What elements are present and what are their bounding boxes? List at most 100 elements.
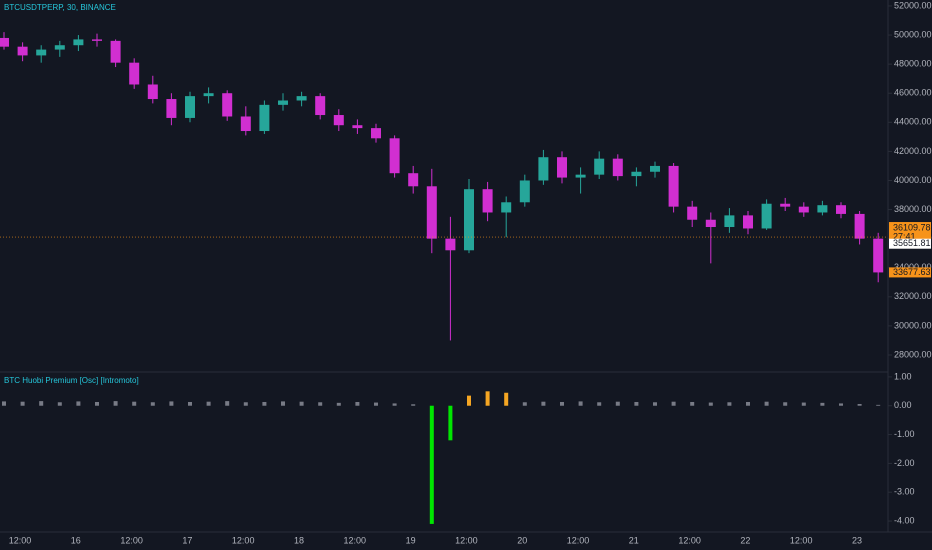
candle-body bbox=[743, 215, 753, 229]
x-tick-label: 12:00 bbox=[790, 535, 813, 545]
candle-body bbox=[724, 215, 735, 228]
candle-body bbox=[185, 96, 195, 118]
osc-bar bbox=[690, 401, 695, 406]
y-tick-label: 30000.00 bbox=[894, 320, 932, 330]
osc-bar bbox=[541, 401, 546, 406]
candle-body bbox=[612, 158, 623, 177]
candle-body bbox=[464, 189, 474, 251]
candle-body bbox=[650, 165, 660, 172]
candle-body bbox=[817, 205, 828, 213]
y-tick-label: -3.00 bbox=[894, 487, 915, 497]
x-tick-label: 12:00 bbox=[232, 535, 255, 545]
candle-body bbox=[73, 39, 84, 46]
osc-bar bbox=[839, 403, 843, 406]
candle-body bbox=[240, 116, 251, 132]
y-tick-label: -4.00 bbox=[894, 515, 915, 525]
y-tick-label: 32000.00 bbox=[894, 291, 932, 301]
osc-bar bbox=[634, 401, 639, 406]
mark-price-box bbox=[889, 238, 931, 249]
x-tick-label: 12:00 bbox=[344, 535, 367, 545]
osc-bar bbox=[746, 401, 750, 406]
osc-bar bbox=[188, 401, 192, 406]
countdown-label: 27:41 bbox=[893, 231, 916, 241]
osc-bar bbox=[504, 392, 509, 406]
osc-bar bbox=[318, 402, 323, 406]
candle-body bbox=[482, 189, 493, 213]
candle-body bbox=[129, 62, 140, 85]
osc-bar bbox=[671, 401, 676, 406]
candle-body bbox=[389, 138, 400, 174]
candle-body bbox=[557, 157, 567, 178]
osc-bar bbox=[113, 401, 118, 406]
osc-bar bbox=[578, 401, 583, 406]
candle-body bbox=[203, 93, 214, 97]
candle-body bbox=[408, 173, 419, 187]
osc-bar bbox=[429, 405, 434, 524]
osc-bar bbox=[20, 401, 25, 406]
osc-bar bbox=[355, 401, 360, 406]
osc-bar bbox=[467, 395, 471, 406]
osc-bar bbox=[392, 403, 397, 406]
osc-bar bbox=[876, 404, 881, 406]
osc-bar bbox=[857, 404, 862, 406]
last-price-box bbox=[889, 267, 931, 278]
candle-body bbox=[854, 213, 865, 239]
candle-body bbox=[278, 100, 288, 105]
osc-bar bbox=[76, 401, 81, 406]
indicator-title: BTC Huobi Premium [Osc] [Intromoto] bbox=[4, 376, 139, 385]
candle-body bbox=[780, 203, 791, 207]
candle-body bbox=[501, 202, 512, 213]
osc-bar bbox=[169, 401, 174, 406]
osc-bar bbox=[243, 402, 248, 406]
candle-body bbox=[538, 157, 549, 181]
y-tick-label: 50000.00 bbox=[894, 29, 932, 39]
x-tick-label: 16 bbox=[71, 535, 81, 545]
osc-bar bbox=[783, 402, 788, 406]
candle-body bbox=[594, 158, 605, 175]
y-tick-label: 28000.00 bbox=[894, 349, 932, 359]
osc-bar bbox=[448, 405, 453, 441]
candle-body bbox=[222, 93, 233, 117]
candle-body bbox=[333, 115, 344, 126]
y-tick-label: 1.00 bbox=[894, 371, 912, 381]
candle-body bbox=[668, 165, 679, 207]
x-tick-label: 17 bbox=[182, 535, 192, 545]
osc-bar bbox=[653, 402, 657, 406]
osc-bar bbox=[485, 391, 490, 406]
last-price-label: 33677.63 bbox=[893, 267, 931, 277]
x-tick-label: 12:00 bbox=[678, 535, 701, 545]
symbol-title: BTCUSDTPERP, 30, BINANCE bbox=[4, 3, 116, 12]
x-tick-label: 12:00 bbox=[9, 535, 32, 545]
price-label-box bbox=[889, 222, 931, 243]
osc-bar bbox=[764, 401, 769, 406]
candle-body bbox=[761, 203, 772, 229]
y-tick-label: 42000.00 bbox=[894, 146, 932, 156]
mark-price-label: 35651.81 bbox=[893, 238, 931, 248]
candle-body bbox=[836, 205, 846, 214]
y-tick-label: -1.00 bbox=[894, 429, 915, 439]
x-tick-label: 19 bbox=[406, 535, 416, 545]
y-tick-label: 40000.00 bbox=[894, 175, 932, 185]
candle-body bbox=[147, 84, 158, 100]
y-tick-label: 46000.00 bbox=[894, 88, 932, 98]
candle-body bbox=[798, 206, 809, 213]
x-tick-label: 12:00 bbox=[455, 535, 478, 545]
candle-body bbox=[705, 219, 716, 228]
osc-bar bbox=[560, 401, 564, 406]
x-tick-label: 20 bbox=[517, 535, 527, 545]
osc-bar bbox=[206, 401, 211, 406]
osc-bar bbox=[225, 401, 230, 406]
y-tick-label: 34000.00 bbox=[894, 262, 932, 272]
candle-body bbox=[631, 171, 642, 177]
osc-bar bbox=[150, 402, 155, 406]
osc-bar bbox=[132, 401, 137, 406]
x-tick-label: 21 bbox=[629, 535, 639, 545]
candle-body bbox=[259, 104, 270, 132]
osc-bar bbox=[262, 401, 267, 406]
candle-body bbox=[315, 96, 326, 116]
osc-bar bbox=[727, 402, 732, 406]
osc-bar bbox=[615, 401, 620, 406]
x-tick-label: 18 bbox=[294, 535, 304, 545]
candle-body bbox=[17, 46, 28, 56]
